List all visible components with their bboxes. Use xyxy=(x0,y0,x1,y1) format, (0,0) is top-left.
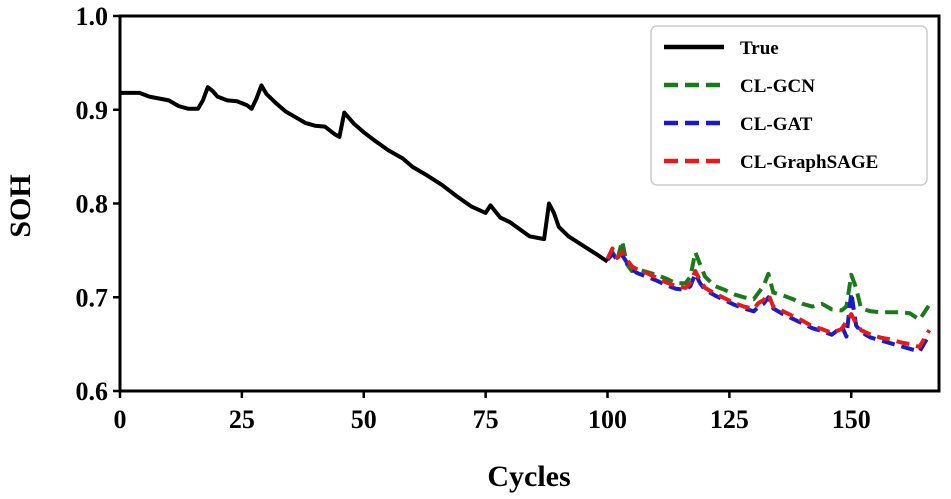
legend-label-cl-gcn: CL-GCN xyxy=(740,76,815,97)
x-tick-label: 100 xyxy=(588,405,627,434)
y-tick-label: 0.6 xyxy=(76,377,109,406)
legend-label-true: True xyxy=(740,38,779,59)
series-layer xyxy=(120,83,932,354)
x-tick-label: 125 xyxy=(710,405,749,434)
x-tick-label: 75 xyxy=(473,405,499,434)
series-line-cl-graphsage xyxy=(605,246,932,349)
x-tick-label: 150 xyxy=(832,405,871,434)
x-tick-label: 50 xyxy=(351,405,377,434)
y-axis-label: SOH xyxy=(4,174,37,237)
x-tick-label: 0 xyxy=(114,405,127,434)
y-tick-label: 0.7 xyxy=(76,283,109,312)
ticks-layer: 0 25 50 75 100 125 150 0.6 0.7 0.8 0.9 1.0 xyxy=(76,2,871,434)
y-tick-label: 1.0 xyxy=(76,2,109,31)
y-tick-label: 0.9 xyxy=(76,96,109,125)
legend-box xyxy=(650,25,928,186)
legend-label-cl-gat: CL-GAT xyxy=(740,114,813,135)
legend: True CL-GCN CL-GAT CL-GraphSAGE xyxy=(650,25,928,186)
legend-label-cl-graphsage: CL-GraphSAGE xyxy=(740,152,878,173)
series-line-true xyxy=(120,83,609,264)
y-tick-label: 0.8 xyxy=(76,190,109,219)
x-tick-label: 25 xyxy=(229,405,255,434)
x-axis-label: Cycles xyxy=(487,460,570,493)
